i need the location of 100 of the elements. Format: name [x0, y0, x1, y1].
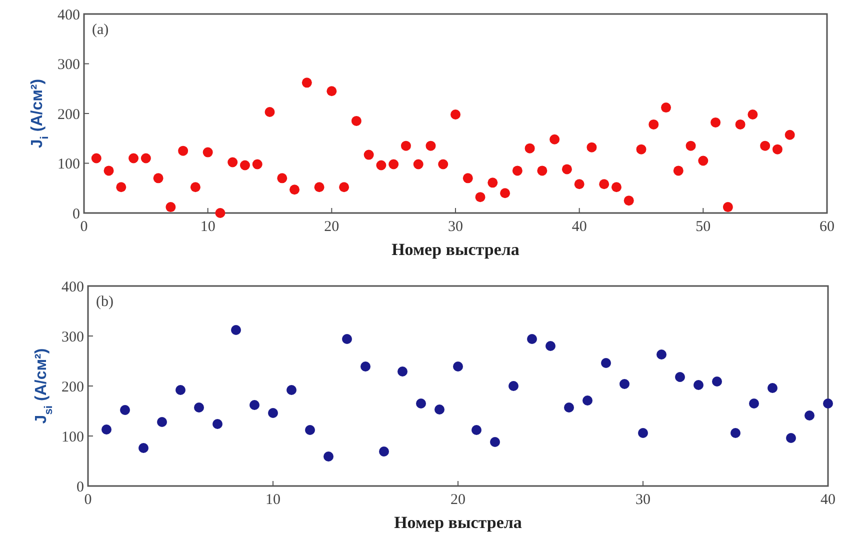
point — [91, 153, 102, 164]
point — [661, 102, 672, 113]
point — [376, 160, 386, 170]
point — [102, 424, 112, 434]
y-tick-label: 400 — [62, 279, 84, 296]
x-tick-label: 40 — [572, 219, 587, 235]
point — [620, 379, 630, 389]
point — [735, 119, 746, 130]
point — [176, 385, 186, 395]
point — [760, 140, 770, 151]
point — [698, 156, 708, 166]
point — [710, 117, 721, 128]
point — [527, 334, 537, 344]
point — [462, 173, 473, 184]
x-tick-label: 30 — [448, 219, 463, 235]
point — [490, 437, 500, 447]
y-tick-label: 100 — [62, 429, 84, 446]
x-tick-label: 40 — [820, 492, 836, 508]
point — [524, 143, 535, 154]
point — [128, 153, 139, 164]
point — [277, 173, 288, 184]
point — [675, 372, 685, 382]
point — [116, 182, 126, 192]
annotation: (b) — [96, 294, 114, 310]
point — [364, 150, 374, 160]
y-tick-label: 0 — [72, 206, 80, 222]
point — [786, 433, 796, 443]
point — [611, 182, 622, 192]
point — [416, 398, 426, 408]
x-tick-label: 60 — [820, 219, 834, 235]
point — [398, 366, 408, 376]
x-tick-label: 10 — [266, 492, 280, 508]
point — [712, 376, 722, 386]
y-tick-label: 200 — [58, 106, 80, 123]
point — [400, 140, 411, 151]
x-tick-label: 50 — [696, 219, 711, 235]
y-tick-label: 100 — [58, 156, 80, 172]
point — [601, 358, 611, 368]
point — [426, 140, 436, 151]
point — [772, 144, 782, 154]
point — [748, 109, 758, 120]
point — [694, 380, 704, 390]
point — [804, 410, 814, 420]
x-tick-label: 30 — [636, 492, 650, 508]
point — [250, 400, 260, 410]
point — [157, 417, 167, 427]
point — [599, 179, 610, 190]
point — [472, 425, 482, 435]
x-tick-label: 10 — [200, 219, 216, 235]
point — [388, 159, 399, 170]
point — [686, 140, 696, 151]
point — [305, 425, 315, 435]
point — [120, 405, 130, 415]
point — [562, 164, 572, 174]
point — [212, 419, 222, 429]
point — [351, 116, 362, 126]
point — [286, 385, 296, 395]
point — [413, 159, 424, 170]
point — [138, 443, 148, 453]
y-tick-label: 300 — [58, 57, 80, 73]
point — [768, 383, 778, 393]
point — [194, 402, 204, 412]
point — [178, 146, 188, 156]
point — [450, 109, 460, 120]
x-axis-title: Номер выстрела — [392, 240, 520, 259]
y-tick-label: 0 — [76, 479, 84, 496]
point — [582, 396, 592, 406]
point — [453, 362, 463, 372]
point — [749, 398, 759, 408]
point — [379, 446, 389, 456]
annotation: (a) — [92, 22, 109, 38]
point — [264, 107, 275, 118]
point — [488, 178, 498, 188]
point — [302, 78, 312, 88]
point — [252, 159, 262, 170]
point — [268, 408, 278, 418]
x-axis-title: Номер выстрела — [394, 513, 522, 532]
point — [512, 166, 522, 176]
point — [228, 157, 238, 168]
point — [324, 452, 334, 462]
x-tick-label: 20 — [450, 492, 466, 508]
point — [546, 341, 556, 351]
point — [624, 196, 634, 206]
point — [326, 86, 337, 96]
point — [190, 182, 200, 192]
point — [722, 202, 733, 212]
point — [730, 428, 740, 438]
x-tick-label: 20 — [324, 219, 340, 235]
point — [166, 202, 176, 212]
point — [673, 166, 684, 176]
y-tick-label: 200 — [62, 379, 84, 396]
y-tick-label: 400 — [58, 7, 80, 24]
point — [314, 182, 324, 192]
point — [656, 350, 666, 360]
point — [636, 144, 646, 154]
point — [140, 153, 151, 164]
point — [500, 188, 510, 198]
point — [434, 404, 444, 414]
point — [438, 159, 448, 170]
point — [475, 192, 486, 202]
